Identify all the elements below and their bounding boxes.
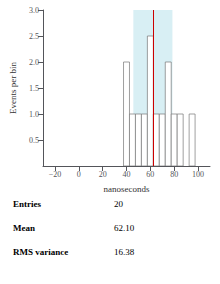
svg-text:Events per bin: Events per bin (8, 62, 18, 114)
svg-text:3.0: 3.0 (29, 6, 39, 15)
svg-text:40: 40 (123, 170, 131, 179)
svg-text:Entries: Entries (13, 199, 41, 209)
svg-text:16.38: 16.38 (114, 247, 135, 257)
svg-text:1.0: 1.0 (29, 110, 39, 119)
svg-text:nanoseconds: nanoseconds (104, 184, 150, 194)
svg-text:100: 100 (192, 170, 204, 179)
svg-text:0.5: 0.5 (29, 136, 39, 145)
svg-text:0: 0 (77, 170, 81, 179)
svg-text:−20: −20 (49, 170, 62, 179)
svg-text:20: 20 (99, 170, 107, 179)
svg-text:Mean: Mean (13, 223, 35, 233)
svg-text:2.0: 2.0 (29, 58, 39, 67)
svg-text:1.5: 1.5 (29, 84, 39, 93)
svg-text:2.5: 2.5 (29, 32, 39, 41)
svg-text:60: 60 (146, 170, 154, 179)
svg-text:62.10: 62.10 (114, 223, 135, 233)
svg-text:80: 80 (170, 170, 178, 179)
svg-text:20: 20 (114, 199, 124, 209)
svg-text:RMS variance: RMS variance (13, 247, 68, 257)
